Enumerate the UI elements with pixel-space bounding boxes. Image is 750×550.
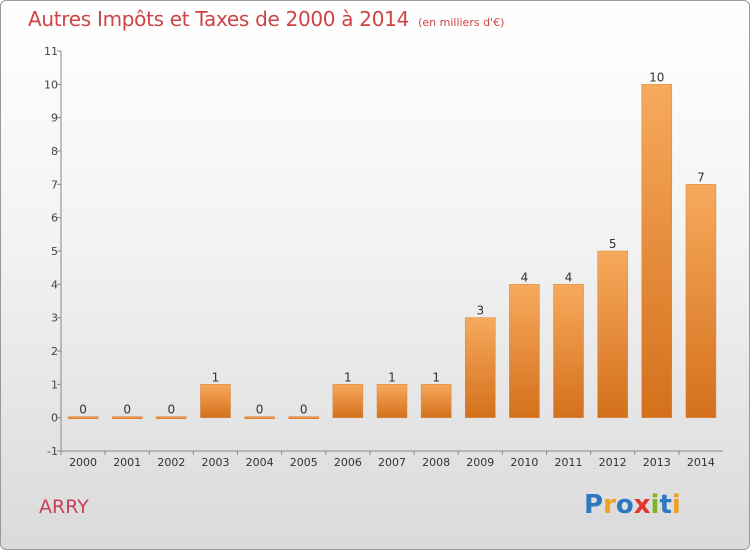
data-label: 0 [79,403,87,417]
bar [597,250,628,418]
y-tick-label: 0 [51,412,58,425]
bar [553,284,584,418]
data-label: 1 [388,370,396,384]
y-tick-label: -1 [47,445,58,458]
logo-letter: P [584,490,604,520]
bar [67,416,99,419]
logo-letter: t [659,490,672,520]
logo-letter: i [671,490,681,520]
x-tick-label: 2008 [422,456,450,469]
bar [465,317,496,418]
y-tick-label: 9 [51,112,58,125]
bar [332,384,364,418]
x-tick-label: 2004 [246,456,274,469]
logo-letter: r [603,490,616,520]
y-tick-label: 1 [51,378,58,391]
logo-letter: x [633,490,651,520]
data-label: 0 [123,403,131,417]
bar [200,384,231,418]
x-tick-label: 2006 [334,456,362,469]
y-tick-label: 4 [51,278,58,291]
logo-letter: o [615,490,634,520]
bar [685,184,717,418]
bar [509,284,540,418]
x-tick-label: 2001 [113,456,141,469]
x-tick-label: 2002 [157,456,185,469]
data-label: 0 [300,403,308,417]
x-tick-label: 2003 [201,456,229,469]
data-label: 0 [256,403,264,417]
data-label: 0 [168,403,176,417]
data-label: 4 [521,270,529,284]
x-tick-label: 2000 [69,456,97,469]
y-tick-label: 8 [51,145,58,158]
bar [420,384,452,418]
y-tick-label: 7 [51,178,58,191]
bar [376,384,408,418]
y-tick-label: 6 [51,212,58,225]
data-label: 5 [609,237,617,251]
data-label: 1 [212,370,220,384]
data-label: 7 [697,170,705,184]
data-label: 3 [476,304,484,318]
x-tick-label: 2011 [555,456,583,469]
y-tick-label: 10 [44,78,58,91]
bar [111,416,143,419]
x-tick-label: 2007 [378,456,406,469]
x-tick-label: 2012 [599,456,627,469]
data-label: 4 [565,270,573,284]
bar [288,416,319,419]
y-tick-label: 11 [44,45,58,58]
x-tick-label: 2014 [687,456,715,469]
y-tick-label: 2 [51,345,58,358]
chart-title: Autres Impôts et Taxes de 2000 à 2014 (e… [28,7,504,31]
chart-title-main: Autres Impôts et Taxes de 2000 à 2014 [28,7,409,31]
logo-letter: i [650,490,660,520]
bar [641,84,673,418]
x-tick-label: 2013 [643,456,671,469]
bar [156,416,187,419]
proxiti-logo[interactable]: Proxiti [584,490,681,520]
bar [244,416,275,419]
data-label: 10 [649,70,664,84]
y-tick-label: 5 [51,245,58,258]
y-tick-label: 3 [51,312,58,325]
commune-name: ARRY [39,496,89,518]
chart-title-unit: (en milliers d'€) [418,16,505,29]
x-tick-label: 2005 [290,456,318,469]
data-label: 1 [344,370,352,384]
x-tick-label: 2010 [510,456,538,469]
x-tick-label: 2009 [466,456,494,469]
data-label: 1 [432,370,440,384]
